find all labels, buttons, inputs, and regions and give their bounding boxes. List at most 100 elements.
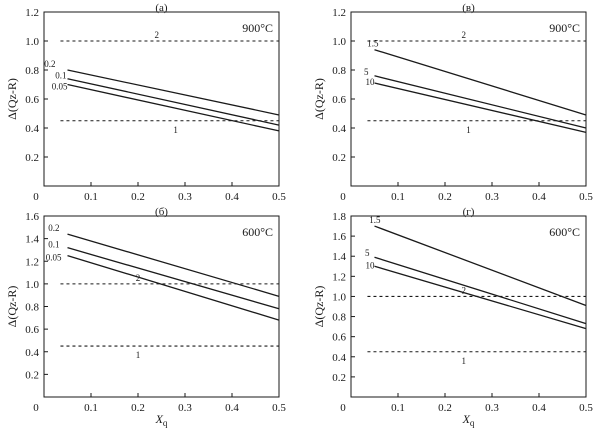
y-tick-label: 0.8 xyxy=(25,302,39,314)
x-tick-label: 0.1 xyxy=(84,402,98,414)
x-tick-label: 0.5 xyxy=(272,191,286,203)
reference-line-label: 1 xyxy=(462,356,467,366)
y-tick-label: 1.2 xyxy=(332,271,346,283)
y-tick-label: 1.6 xyxy=(332,231,346,243)
chart-panel: 0 0.1 0.2 0.3 0.4 0.50.20.40.60.81.01.2210.20… xyxy=(5,2,286,203)
temperature-label: 600°C xyxy=(549,225,580,239)
reference-line-label: 2 xyxy=(462,30,467,40)
x-tick-label: 0.1 xyxy=(84,191,98,203)
series-label: 0.2 xyxy=(44,59,55,69)
y-tick-label: 1.0 xyxy=(25,36,39,48)
x-tick-label: 0.4 xyxy=(225,402,239,414)
y-tick-label: 1.2 xyxy=(332,7,346,19)
series-label: 5 xyxy=(365,248,370,258)
y-tick-label: 0.4 xyxy=(332,352,346,364)
x-tick-label: 0 xyxy=(340,191,346,203)
y-tick-label: 1.4 xyxy=(332,251,346,263)
y-tick-label: 0.8 xyxy=(25,65,39,77)
chart-panel: 0 0.1 0.2 0.3 0.4 0.5 0.2 0.4 0.6 0.8 1.0 1.2 1.4 1.6… xyxy=(312,206,593,428)
y-tick-label: 0.2 xyxy=(25,152,39,164)
chart-panel: 0 0.1 0.2 0.3 0.4 0.5 0.2 0.4 0.6 0.8 1.0 1.2 2 1 1.5 5… xyxy=(312,2,593,203)
y-tick-label: 1.0 xyxy=(332,36,346,48)
series-line xyxy=(374,256,587,325)
series-label: 0.05 xyxy=(46,253,62,263)
series-label: 10 xyxy=(366,77,376,87)
series-label: 0.05 xyxy=(52,82,68,92)
y-tick-label: 0.4 xyxy=(25,123,39,135)
y-tick-label: 0.2 xyxy=(25,369,39,381)
x-tick-label: 0.1 xyxy=(391,191,405,203)
panel-label: (в) xyxy=(462,2,475,14)
x-tick-label: 0 xyxy=(33,402,39,414)
x-tick-label: 0.3 xyxy=(485,402,499,414)
reference-line-label: 2 xyxy=(462,285,467,295)
series-line xyxy=(374,225,587,307)
temperature-label: 600°C xyxy=(242,225,273,239)
series-line xyxy=(67,83,280,132)
series-line xyxy=(67,254,280,321)
x-tick-label: 0 xyxy=(340,402,346,414)
series-label: 1.5 xyxy=(369,215,381,225)
series-line xyxy=(67,247,280,310)
panel-label: (г) xyxy=(463,206,475,218)
reference-line-label: 1 xyxy=(173,125,178,135)
x-tick-label: 0.1 xyxy=(391,402,405,414)
y-axis-title: Δ(Qz-R) xyxy=(5,78,19,120)
x-tick-label: 0.3 xyxy=(178,402,192,414)
y-tick-label: 1.4 xyxy=(25,234,39,246)
x-tick-label: 0.5 xyxy=(272,402,286,414)
y-tick-label: 1.2 xyxy=(25,7,39,19)
series-label: 1.5 xyxy=(367,39,379,49)
panel-label: (а) xyxy=(155,2,168,14)
x-axis-title: Xq xyxy=(155,412,168,428)
series-line xyxy=(374,82,587,133)
series-line xyxy=(374,49,587,116)
y-tick-label: 1.0 xyxy=(332,291,346,303)
series-line xyxy=(67,233,280,297)
x-tick-label: 0.2 xyxy=(131,402,145,414)
plot-frame xyxy=(43,215,280,398)
y-tick-label: 0.2 xyxy=(332,372,346,384)
temperature-label: 900°C xyxy=(242,21,273,35)
y-tick-label: 1.6 xyxy=(25,211,39,223)
x-tick-label: 0.5 xyxy=(579,191,593,203)
temperature-label: 900°C xyxy=(549,21,580,35)
x-tick-label: 0 xyxy=(33,191,39,203)
y-tick-label: 1.2 xyxy=(25,256,39,268)
series-label: 0.1 xyxy=(55,71,66,81)
plot-frame xyxy=(350,215,587,398)
y-tick-label: 0.8 xyxy=(332,312,346,324)
y-tick-label: 0.6 xyxy=(25,324,39,336)
x-tick-label: 0.2 xyxy=(131,191,145,203)
x-tick-label: 0.4 xyxy=(532,191,546,203)
series-label: 0.1 xyxy=(48,240,59,250)
series-line xyxy=(374,75,587,129)
reference-line-label: 1 xyxy=(136,350,141,360)
x-tick-label: 0.3 xyxy=(178,191,192,203)
y-tick-label: 0.8 xyxy=(332,65,346,77)
y-axis-title: Δ(Qz-R) xyxy=(312,286,326,328)
x-tick-label: 0.5 xyxy=(579,402,593,414)
y-tick-label: 0.4 xyxy=(25,347,39,359)
y-axis-title: Δ(Qz-R) xyxy=(5,286,19,328)
series-line xyxy=(374,265,587,330)
series-line xyxy=(67,78,280,126)
series-label: 5 xyxy=(364,67,369,77)
y-tick-label: 0.6 xyxy=(332,332,346,344)
reference-line-label: 1 xyxy=(466,125,471,135)
x-tick-label: 0.3 xyxy=(485,191,499,203)
x-tick-label: 0.2 xyxy=(438,191,452,203)
y-tick-label: 1.8 xyxy=(332,211,346,223)
y-tick-label: 0.6 xyxy=(25,94,39,106)
y-tick-label: 1.0 xyxy=(25,279,39,291)
y-tick-label: 0.4 xyxy=(332,123,346,135)
series-label: 0.2 xyxy=(48,223,59,233)
x-axis-title: Xq xyxy=(462,412,475,428)
reference-line-label: 2 xyxy=(136,273,141,283)
x-tick-label: 0.4 xyxy=(225,191,239,203)
y-axis-title: Δ(Qz-R) xyxy=(312,78,326,120)
series-line xyxy=(67,69,280,116)
x-tick-label: 0.2 xyxy=(438,402,452,414)
reference-line-label: 2 xyxy=(155,30,160,40)
